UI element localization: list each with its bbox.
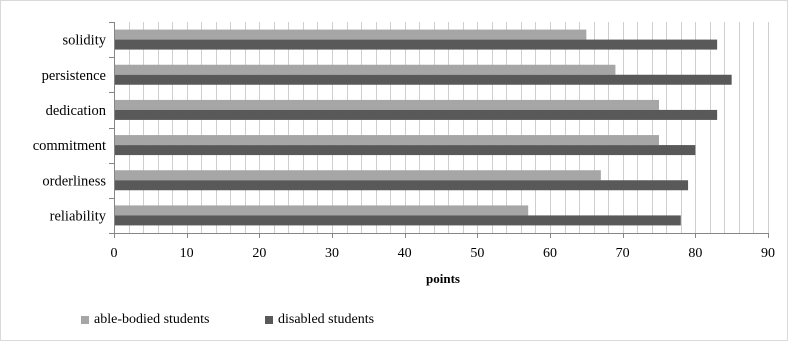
bar-commitment-disabled (114, 145, 696, 156)
legend-label-disabled: disabled students (278, 312, 375, 327)
bar-reliability-disabled (114, 215, 681, 226)
legend-item-disabled: disabled students (265, 312, 374, 328)
bar-dedication-disabled (114, 109, 718, 120)
grid-lines (129, 22, 769, 233)
category-label-orderliness: orderliness (42, 173, 106, 189)
bar-persistence-disabled (114, 74, 732, 85)
x-tick-label: 20 (252, 246, 266, 261)
bar-persistence-able-bodied (114, 64, 616, 75)
x-tick-label: 60 (543, 246, 557, 261)
legend-swatch-able-bodied (81, 316, 89, 324)
x-tick-label: 30 (325, 246, 339, 261)
bar-commitment-able-bodied (114, 135, 659, 146)
bar-reliability-able-bodied (114, 205, 529, 216)
x-tick-label: 70 (616, 246, 630, 261)
x-tick-label: 40 (398, 246, 412, 261)
legend-item-able-bodied: able-bodied students (81, 312, 209, 328)
bar-dedication-able-bodied (114, 99, 659, 110)
bar-orderliness-disabled (114, 180, 689, 191)
legend-swatch-disabled (265, 316, 273, 324)
bars (114, 29, 732, 226)
legend-label-able-bodied: able-bodied students (94, 312, 210, 327)
x-tick-label: 10 (180, 246, 194, 261)
x-tick-label: 50 (470, 246, 484, 261)
x-tick-label: 0 (111, 246, 118, 261)
axes (109, 22, 769, 238)
legend: able-bodied students disabled students (0, 312, 789, 332)
category-label-reliability: reliability (50, 208, 107, 224)
bar-solidity-able-bodied (114, 29, 587, 40)
x-tick-label: 90 (761, 246, 775, 261)
category-label-solidity: solidity (62, 33, 106, 49)
x-tick-label: 80 (688, 246, 702, 261)
category-label-commitment: commitment (33, 138, 106, 154)
category-label-dedication: dedication (46, 103, 107, 119)
bar-orderliness-able-bodied (114, 170, 601, 181)
x-axis-title: points (426, 271, 460, 286)
bar-solidity-disabled (114, 39, 718, 50)
category-label-persistence: persistence (42, 68, 106, 84)
axis-labels: 0 10 20 30 40 50 60 70 80 90 solidity persistence de… (33, 33, 775, 261)
